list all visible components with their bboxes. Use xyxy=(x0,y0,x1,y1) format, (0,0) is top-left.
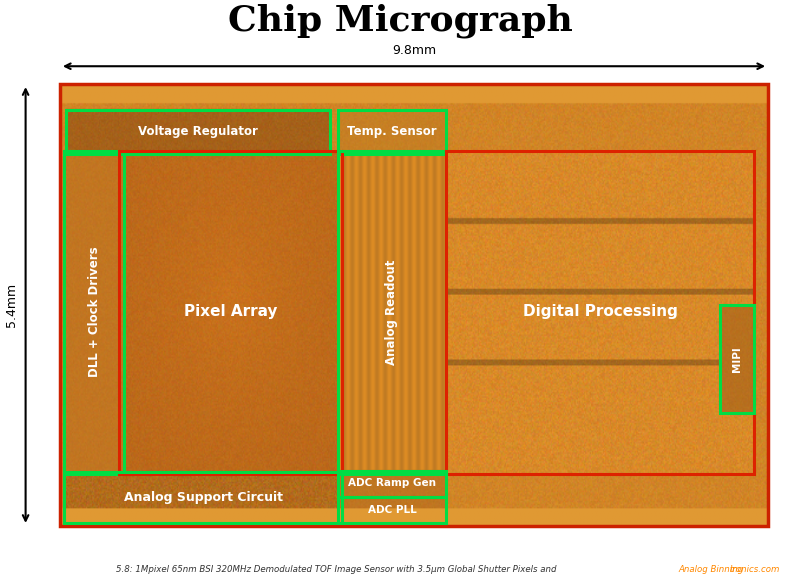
Text: Voltage Regulator: Voltage Regulator xyxy=(138,125,258,138)
Bar xyxy=(338,151,446,474)
Text: ADC PLL: ADC PLL xyxy=(368,505,416,515)
Bar xyxy=(338,497,446,523)
Text: ADC Ramp Gen: ADC Ramp Gen xyxy=(348,478,436,489)
Text: 5.4mm: 5.4mm xyxy=(5,283,18,327)
Text: Pixel Array: Pixel Array xyxy=(184,304,278,320)
Text: Digital Processing: Digital Processing xyxy=(522,304,678,320)
Text: Chip Micrograph: Chip Micrograph xyxy=(227,3,573,38)
Bar xyxy=(119,151,342,474)
Bar xyxy=(64,472,342,523)
Bar xyxy=(446,151,754,474)
Text: tronics.com: tronics.com xyxy=(730,565,780,574)
Text: Analog Binning: Analog Binning xyxy=(678,565,743,574)
Text: Analog Readout: Analog Readout xyxy=(386,259,398,365)
Text: MIPI: MIPI xyxy=(732,346,742,372)
Text: Temp. Sensor: Temp. Sensor xyxy=(347,125,437,138)
Text: DLL + Clock Drivers: DLL + Clock Drivers xyxy=(87,247,101,377)
Bar xyxy=(60,84,768,526)
Bar xyxy=(720,305,754,413)
Bar xyxy=(64,151,124,474)
Text: 5.8: 1Mpixel 65nm BSI 320MHz Demodulated TOF Image Sensor with 3.5μm Global Shut: 5.8: 1Mpixel 65nm BSI 320MHz Demodulated… xyxy=(116,565,559,574)
Bar xyxy=(66,110,330,154)
Text: 9.8mm: 9.8mm xyxy=(392,44,436,57)
Text: Analog Support Circuit: Analog Support Circuit xyxy=(124,491,282,504)
Bar xyxy=(338,110,446,154)
Bar xyxy=(338,471,446,497)
